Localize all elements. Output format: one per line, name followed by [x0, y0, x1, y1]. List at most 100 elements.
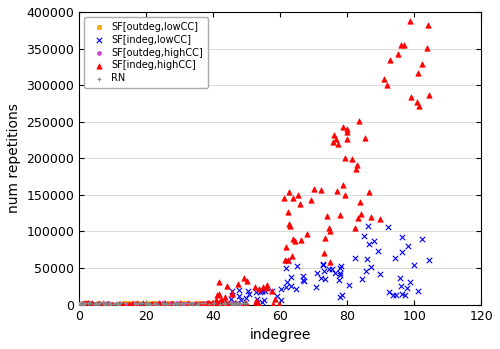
SF[outdeg,lowCC]: [152, 301, 160, 306]
SF[indeg,highCC]: [254, 300, 262, 305]
SF[indeg,highCC]: [108, 302, 116, 307]
SF[indeg,lowCC]: [401, 292, 409, 297]
SF[indeg,highCC]: [138, 302, 146, 307]
SF[indeg,highCC]: [275, 301, 283, 307]
SF[indeg,highCC]: [386, 57, 394, 62]
RN: [107, 301, 115, 306]
SF[outdeg,lowCC]: [164, 302, 172, 307]
RN: [230, 302, 237, 307]
RN: [138, 300, 146, 306]
RN: [178, 301, 186, 306]
SF[indeg,lowCC]: [236, 288, 244, 293]
SF[indeg,lowCC]: [300, 278, 308, 284]
SF[outdeg,lowCC]: [182, 300, 190, 306]
RN: [198, 300, 206, 305]
SF[outdeg,highCC]: [178, 301, 186, 307]
RN: [144, 302, 152, 307]
RN: [151, 300, 159, 306]
RN: [201, 300, 209, 306]
SF[indeg,highCC]: [215, 291, 223, 296]
SF[indeg,lowCC]: [328, 266, 336, 272]
SF[outdeg,highCC]: [172, 302, 179, 307]
SF[outdeg,lowCC]: [96, 301, 104, 306]
RN: [183, 300, 191, 306]
SF[indeg,lowCC]: [273, 294, 281, 299]
SF[indeg,highCC]: [212, 300, 220, 306]
SF[indeg,highCC]: [158, 301, 166, 307]
SF[outdeg,lowCC]: [158, 302, 166, 307]
SF[indeg,highCC]: [302, 231, 310, 236]
SF[outdeg,lowCC]: [88, 301, 96, 307]
SF[outdeg,lowCC]: [200, 301, 208, 307]
SF[outdeg,highCC]: [83, 302, 91, 307]
SF[outdeg,lowCC]: [192, 300, 200, 306]
SF[outdeg,lowCC]: [92, 301, 100, 306]
SF[indeg,lowCC]: [282, 284, 290, 290]
SF[indeg,highCC]: [212, 297, 220, 303]
SF[indeg,lowCC]: [320, 276, 328, 282]
SF[outdeg,highCC]: [222, 300, 230, 306]
RN: [142, 301, 150, 307]
SF[outdeg,lowCC]: [217, 302, 225, 307]
SF[indeg,highCC]: [139, 300, 147, 306]
SF[outdeg,highCC]: [236, 302, 244, 307]
SF[indeg,highCC]: [282, 244, 290, 250]
SF[indeg,highCC]: [326, 229, 334, 234]
SF[outdeg,lowCC]: [76, 302, 84, 307]
SF[indeg,lowCC]: [362, 268, 370, 274]
SF[indeg,highCC]: [334, 142, 342, 147]
SF[indeg,highCC]: [342, 129, 350, 135]
SF[indeg,highCC]: [333, 188, 341, 194]
SF[outdeg,lowCC]: [140, 302, 148, 307]
RN: [112, 300, 120, 306]
RN: [78, 301, 86, 307]
SF[indeg,lowCC]: [234, 294, 242, 299]
SF[indeg,highCC]: [310, 186, 318, 192]
SF[indeg,highCC]: [243, 278, 251, 284]
RN: [100, 302, 108, 307]
SF[outdeg,lowCC]: [98, 302, 106, 307]
SF[indeg,lowCC]: [360, 233, 368, 239]
SF[indeg,lowCC]: [403, 285, 411, 291]
SF[indeg,lowCC]: [376, 271, 384, 276]
SF[outdeg,highCC]: [128, 300, 136, 306]
SF[outdeg,highCC]: [190, 301, 198, 307]
RN: [86, 300, 94, 306]
SF[indeg,highCC]: [208, 301, 216, 307]
SF[indeg,highCC]: [214, 280, 222, 285]
SF[indeg,highCC]: [330, 133, 338, 138]
SF[indeg,highCC]: [326, 259, 334, 265]
SF[outdeg,highCC]: [167, 300, 175, 306]
SF[outdeg,lowCC]: [194, 302, 202, 307]
SF[indeg,highCC]: [241, 300, 249, 306]
SF[indeg,highCC]: [206, 301, 214, 306]
SF[outdeg,highCC]: [199, 300, 207, 306]
RN: [144, 302, 152, 307]
SF[indeg,highCC]: [222, 300, 230, 306]
SF[indeg,highCC]: [338, 124, 346, 129]
SF[indeg,highCC]: [360, 135, 368, 141]
SF[outdeg,lowCC]: [121, 301, 129, 306]
SF[indeg,highCC]: [128, 301, 136, 307]
SF[indeg,highCC]: [220, 299, 228, 305]
RN: [184, 300, 192, 306]
SF[indeg,highCC]: [176, 300, 184, 306]
SF[indeg,highCC]: [184, 300, 192, 306]
SF[outdeg,highCC]: [78, 300, 86, 306]
SF[indeg,highCC]: [252, 299, 260, 304]
SF[indeg,lowCC]: [256, 289, 264, 295]
SF[indeg,lowCC]: [389, 292, 397, 298]
SF[indeg,highCC]: [296, 201, 304, 207]
SF[outdeg,lowCC]: [130, 301, 138, 307]
SF[outdeg,lowCC]: [105, 302, 113, 307]
SF[indeg,lowCC]: [384, 224, 392, 230]
SF[indeg,highCC]: [424, 23, 432, 28]
SF[indeg,highCC]: [355, 119, 363, 124]
SF[indeg,highCC]: [354, 215, 362, 221]
RN: [174, 300, 182, 306]
SF[indeg,highCC]: [406, 95, 414, 100]
SF[indeg,highCC]: [133, 301, 141, 306]
RN: [131, 300, 139, 305]
SF[indeg,lowCC]: [414, 288, 422, 294]
RN: [76, 301, 84, 306]
